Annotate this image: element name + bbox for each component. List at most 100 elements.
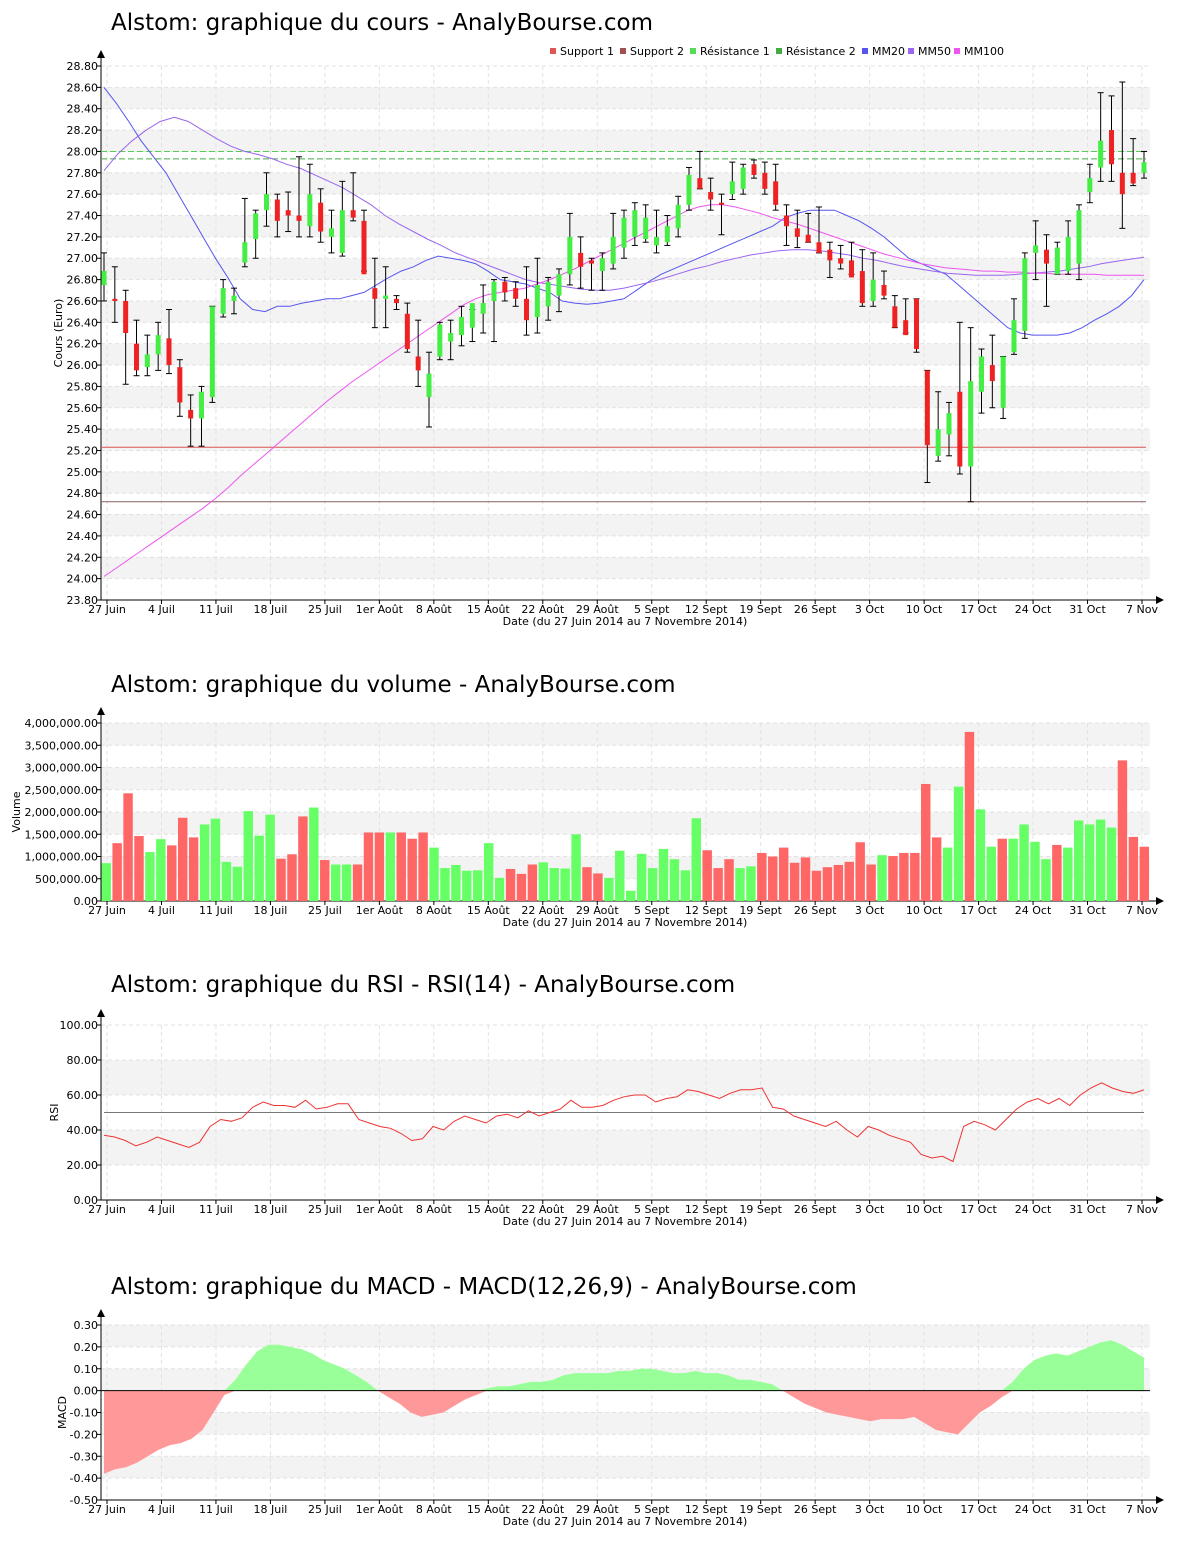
candle-body [437, 324, 443, 357]
x-tick-label: 4 Juil [148, 1203, 175, 1216]
candle-body [199, 391, 204, 419]
volume-bar [1008, 838, 1018, 901]
price-chart: 23.80 24.00 24.20 24.40 24.60 24.80 25.00 25.20… [52, 45, 1164, 628]
volume-bar [527, 864, 538, 901]
x-tick-label: 26 Sept [794, 904, 837, 917]
candle-body [296, 215, 302, 221]
volume-bar [352, 864, 363, 901]
legend-swatch [862, 48, 868, 54]
volume-bar [112, 843, 122, 901]
candle-body [1044, 249, 1049, 264]
price-chart-title: Alstom: graphique du cours - AnalyBourse… [111, 10, 654, 36]
candle-body [578, 252, 584, 267]
legend-swatch [620, 48, 626, 54]
macd-y-tick-label: -0.50 [70, 1494, 98, 1507]
volume-bar [363, 832, 374, 901]
price-y-tick-label: 25.00 [67, 466, 99, 479]
x-tick-label: 17 Oct [960, 1503, 997, 1516]
volume-bar [844, 861, 854, 901]
x-axis-title: Date (du 27 Juin 2014 au 7 Novembre 2014… [503, 1215, 748, 1228]
x-axis-title: Date (du 27 Juin 2014 au 7 Novembre 2014… [503, 916, 748, 929]
volume-bar [221, 861, 232, 901]
volume-bar [1052, 844, 1062, 901]
macd-y-tick-label: 0.00 [74, 1385, 99, 1398]
macd-y-tick-label: -0.20 [70, 1428, 98, 1441]
candle-body [968, 381, 974, 467]
x-axis-title: Date (du 27 Juin 2014 au 7 Novembre 2014… [503, 615, 748, 628]
volume-bar [298, 816, 308, 901]
x-tick-label: 18 Juil [254, 1203, 288, 1216]
volume-chart-panel: Alstom: graphique du volume - AnalyBours… [0, 660, 1200, 940]
rsi-chart-panel: Alstom: graphique du RSI - RSI(14) - Ana… [0, 960, 1200, 1240]
volume-bar [462, 870, 472, 901]
candle-body [350, 210, 356, 218]
volume-bar [505, 868, 516, 901]
volume-bar [921, 783, 931, 901]
price-y-tick-label: 25.20 [67, 444, 99, 457]
candle-body [469, 303, 475, 328]
x-tick-label: 10 Oct [906, 1203, 943, 1216]
rsi-line [103, 1082, 1145, 1163]
volume-bar [330, 864, 341, 901]
volume-bar [451, 864, 461, 901]
x-tick-label: 29 Août [576, 1203, 620, 1216]
x-tick-label: 24 Oct [1015, 1203, 1052, 1216]
x-tick-label: 7 Nov [1126, 1203, 1158, 1216]
volume-bar [866, 864, 876, 901]
candle-body [231, 295, 237, 301]
x-tick-label: 27 Juin [88, 603, 126, 616]
grid-band [101, 1412, 1150, 1435]
price-y-tick-label: 25.80 [67, 380, 99, 393]
macd-negative-area [104, 1390, 1144, 1474]
candle-body [480, 303, 486, 314]
legend-swatch [908, 48, 914, 54]
candle-body [1109, 130, 1114, 165]
candle-body [859, 271, 865, 304]
volume-bar [276, 858, 286, 901]
x-tick-label: 8 Août [416, 1203, 453, 1216]
x-tick-label: 7 Nov [1126, 904, 1158, 917]
x-tick-label: 26 Sept [794, 1203, 837, 1216]
volume-bar [210, 818, 221, 901]
candle-body [838, 258, 844, 264]
volume-bar [440, 868, 450, 901]
x-tick-label: 29 Août [576, 904, 620, 917]
candle-body [610, 236, 616, 264]
x-tick-label: 3 Oct [855, 904, 885, 917]
grid-band [101, 1325, 1150, 1347]
volume-y-tick-label: 4,000,000.00 [25, 717, 98, 730]
macd-chart-title: Alstom: graphique du MACD - MACD(12,26,9… [111, 1274, 857, 1300]
candle-body [459, 316, 464, 336]
candle-body [502, 281, 508, 293]
candle-body [881, 284, 887, 296]
x-tick-label: 4 Juil [148, 904, 175, 917]
volume-bar [320, 860, 330, 901]
price-y-tick-label: 28.80 [67, 60, 99, 73]
candle-body [1130, 172, 1136, 184]
candle-body [404, 313, 410, 350]
volume-y-tick-label: 3,000,000.00 [25, 762, 98, 775]
x-tick-label: 19 Sept [739, 904, 782, 917]
volume-bar [1084, 824, 1095, 901]
candle-body [708, 192, 714, 200]
candle-body [903, 320, 909, 336]
x-tick-label: 12 Sept [685, 1203, 728, 1216]
volume-bar [1041, 859, 1051, 901]
candle-body [220, 288, 226, 314]
candle-body [329, 228, 334, 237]
legend-label: Support 1 [560, 45, 614, 58]
volume-bar [494, 877, 505, 901]
x-tick-label: 22 Août [521, 904, 565, 917]
candle-body [935, 429, 941, 456]
candle-body [155, 335, 161, 355]
volume-bar [964, 731, 975, 901]
x-tick-label: 31 Oct [1069, 904, 1106, 917]
volume-bar [669, 859, 680, 901]
grid-band [101, 429, 1150, 451]
macd-y-tick-label: -0.10 [70, 1407, 98, 1420]
rsi-y-tick-label: 0.00 [74, 1194, 99, 1207]
candle-body [762, 172, 768, 189]
legend-swatch [776, 48, 782, 54]
x-tick-label: 22 Août [521, 603, 565, 616]
candle-body [751, 164, 757, 175]
